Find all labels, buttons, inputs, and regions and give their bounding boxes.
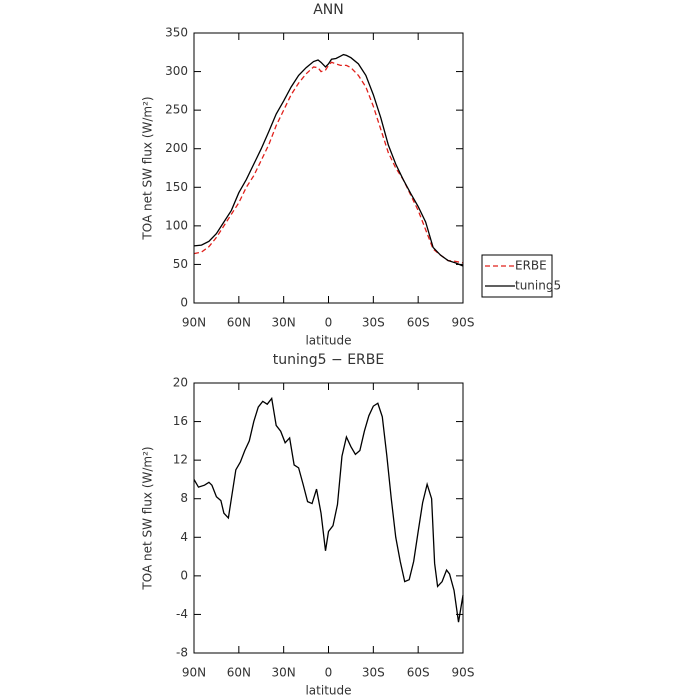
- plot-frame: [193, 382, 464, 654]
- x-tick-label: 60S: [407, 316, 430, 330]
- x-tick-label: 60N: [227, 666, 251, 680]
- y-tick-label: 0: [180, 296, 188, 310]
- x-tick-label: 30S: [362, 316, 385, 330]
- y-tick-label: 250: [165, 103, 188, 117]
- legend-label: ERBE: [515, 259, 547, 273]
- x-tick-label: 30N: [272, 666, 296, 680]
- x-tick-label: 0: [325, 666, 333, 680]
- legend-label: tuning5: [515, 279, 561, 293]
- x-tick-label: 30S: [362, 666, 385, 680]
- data-line: [193, 61, 464, 264]
- x-tick-label: 90S: [452, 316, 475, 330]
- x-tick-label: 90S: [452, 666, 475, 680]
- y-tick-label: 4: [180, 530, 188, 544]
- data-line: [193, 53, 464, 267]
- y-tick-label: -8: [176, 646, 188, 660]
- y-tick-label: 350: [165, 26, 188, 40]
- x-tick-label: 90N: [182, 666, 206, 680]
- y-tick-label: 20: [173, 376, 188, 390]
- x-tick-label: 30N: [272, 316, 296, 330]
- y-tick-label: 150: [165, 180, 188, 194]
- y-tick-label: 50: [173, 257, 188, 271]
- chart-title: tuning5 − ERBE: [273, 352, 384, 368]
- y-tick-label: 200: [165, 141, 188, 155]
- x-tick-label: 60N: [227, 316, 251, 330]
- y-tick-label: 16: [173, 414, 188, 428]
- data-line: [193, 396, 464, 623]
- x-tick-label: 0: [325, 316, 333, 330]
- y-tick-label: 8: [180, 491, 188, 505]
- x-axis-label: latitude: [305, 334, 351, 348]
- y-tick-label: 12: [173, 453, 188, 467]
- y-tick-label: 100: [165, 218, 188, 232]
- x-tick-label: 60S: [407, 666, 430, 680]
- y-axis-label: TOA net SW flux (W/m²): [141, 96, 155, 240]
- y-tick-label: -4: [176, 607, 188, 621]
- y-tick-label: 0: [180, 568, 188, 582]
- y-tick-label: 300: [165, 64, 188, 78]
- x-axis-label: latitude: [305, 684, 351, 698]
- legend-box: [481, 254, 553, 298]
- chart-title: ANN: [313, 2, 344, 18]
- x-tick-label: 90N: [182, 316, 206, 330]
- y-axis-label: TOA net SW flux (W/m²): [141, 446, 155, 590]
- plot-frame: [193, 32, 464, 304]
